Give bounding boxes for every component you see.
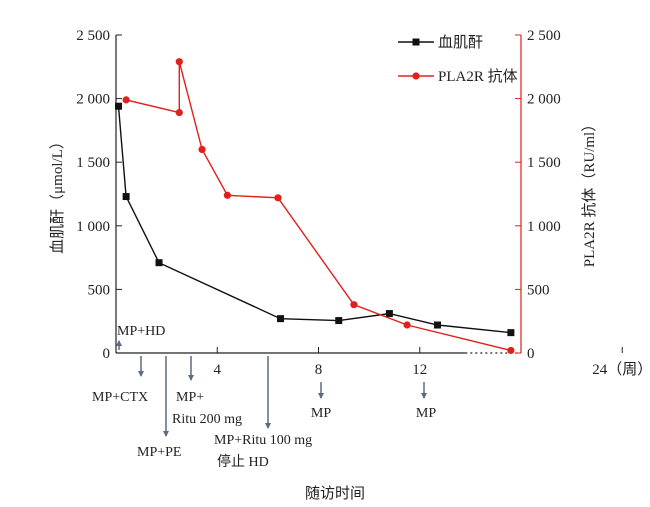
- data-point-circle: [175, 108, 183, 117]
- data-point-circle: [403, 321, 411, 329]
- data-point-square: [335, 317, 343, 325]
- legend-label: PLA2R 抗体: [438, 68, 518, 85]
- data-point-square: [155, 259, 163, 267]
- data-point-circle: [122, 96, 130, 104]
- annotation-arrowhead: [318, 393, 324, 399]
- legend-marker-circle: [412, 72, 420, 80]
- y-right-tick-label: 1 500: [527, 155, 561, 171]
- legend-marker-square: [412, 38, 420, 46]
- data-point-circle: [350, 301, 358, 309]
- annotation-text: MP+PE: [137, 445, 181, 460]
- annotation-text: MP+HD: [117, 324, 165, 339]
- data-point-square: [122, 193, 130, 201]
- data-point-circle: [175, 58, 183, 66]
- y-left-tick-label: 500: [88, 282, 111, 298]
- data-point-square: [507, 329, 515, 337]
- axes: 0 500 1 000 1 500 2 000 2 500 0 500 1 000 1 500 2 …: [76, 28, 650, 378]
- y-right-tick-label: 2 500: [527, 28, 561, 44]
- annotation-arrowhead: [163, 431, 169, 437]
- data-point-circle: [274, 194, 282, 202]
- annotation-arrowhead: [421, 393, 427, 399]
- annotation-text: MP+CTX: [92, 390, 148, 405]
- annotation-arrowhead: [188, 375, 194, 381]
- y-left-tick-label: 1 500: [76, 155, 110, 171]
- y-left-tick-label: 0: [103, 346, 111, 362]
- annotation-arrowhead: [116, 340, 122, 346]
- series-line-0: [117, 106, 511, 334]
- y-right-tick-label: 1 000: [527, 219, 561, 235]
- series: [115, 58, 515, 355]
- annotation-text: 停止 HD: [217, 453, 269, 470]
- y-right-tick-label: 0: [527, 346, 535, 362]
- annotations: MP+HD MP+CTX MP+PE MP+ Ritu 200 mg MP+Ritu 10…: [92, 324, 436, 470]
- y-axis-left-title: 血肌酐（μmol/L）: [49, 134, 66, 254]
- y-left-tick-label: 2 000: [76, 92, 110, 108]
- legend-label: 血肌酐: [438, 34, 483, 51]
- data-point-square: [385, 310, 393, 318]
- y-right-tick-label: 500: [527, 282, 550, 298]
- annotation-text: MP: [416, 406, 436, 421]
- annotation-arrowhead: [265, 423, 271, 429]
- data-point-circle: [198, 145, 206, 154]
- annotation-arrowhead: [138, 371, 144, 377]
- annotation-text: Ritu 200 mg: [172, 412, 242, 427]
- data-point-square: [277, 315, 285, 323]
- y-axis-right-title: PLA2R 抗体（RU/ml）: [581, 117, 598, 267]
- data-point-circle: [507, 346, 515, 355]
- y-left-tick-label: 2 500: [76, 28, 110, 44]
- data-point-square: [433, 321, 441, 329]
- x-tick-label: 8: [315, 362, 323, 378]
- x-axis-title: 随访时间: [305, 485, 365, 502]
- x-tick-label: 4: [214, 362, 222, 378]
- legend: 血肌酐 PLA2R 抗体: [398, 34, 518, 85]
- data-point-square: [115, 102, 123, 110]
- annotation-text: MP: [311, 406, 331, 421]
- y-left-tick-label: 1 000: [76, 219, 110, 235]
- y-right-tick-label: 2 000: [527, 92, 561, 108]
- series-line-1: [125, 61, 512, 352]
- annotation-text: MP+Ritu 100 mg: [214, 433, 312, 448]
- x-tick-label: 12: [412, 362, 427, 378]
- x-tick-label: 24（周）: [592, 361, 650, 378]
- annotation-text: MP+: [176, 390, 204, 405]
- data-point-circle: [223, 191, 231, 199]
